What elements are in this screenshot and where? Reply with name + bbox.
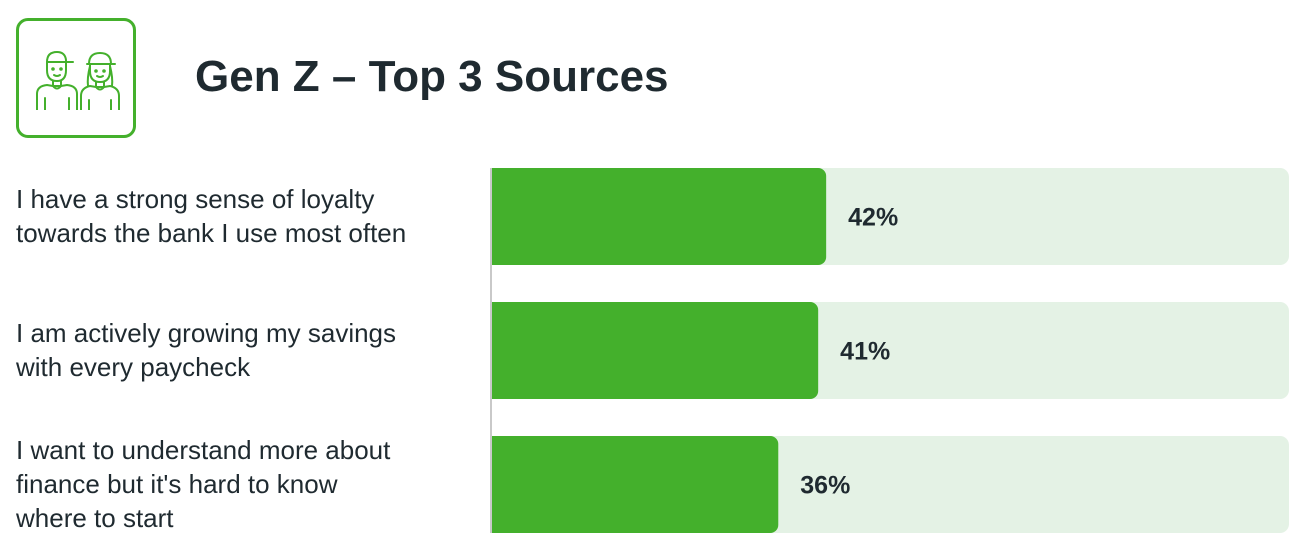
bar [491, 436, 779, 533]
category-label: I want to understand more about finance … [16, 435, 391, 533]
bar-edge [491, 436, 503, 533]
bar-value-label: 41% [840, 338, 890, 366]
bar [491, 168, 827, 265]
gen-z-icon-box [16, 18, 136, 138]
category-label: I have a strong sense of loyalty towards… [16, 184, 407, 248]
bar [491, 302, 819, 399]
bar-edge [491, 168, 503, 265]
gen-z-people-icon [36, 51, 120, 110]
bar-value-label: 42% [848, 204, 898, 232]
bar-value-label: 36% [800, 472, 850, 500]
bar-edge [491, 302, 503, 399]
page-title: Gen Z – Top 3 Sources [195, 52, 669, 101]
category-label: I am actively growing my savings with ev… [16, 318, 397, 382]
